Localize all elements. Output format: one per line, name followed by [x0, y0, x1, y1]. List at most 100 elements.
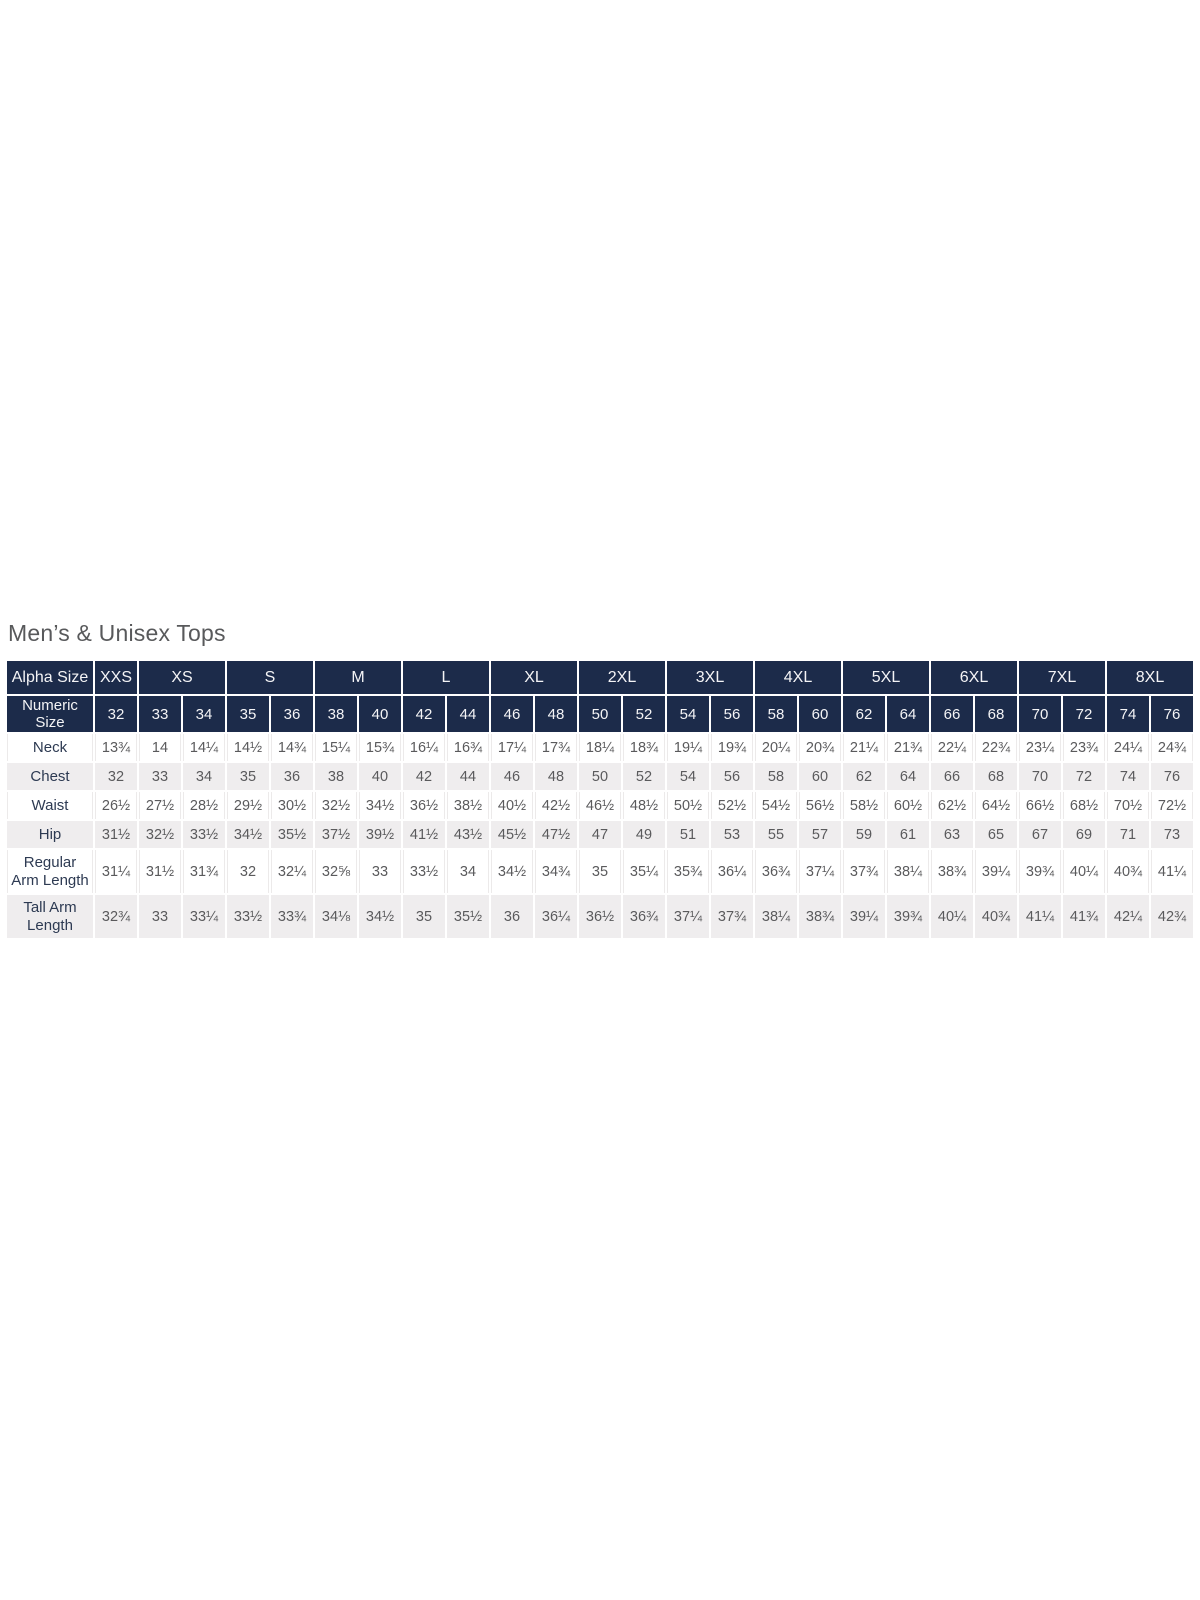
- measurement-value: 37¼: [799, 850, 841, 893]
- measurement-value: 24¾: [1151, 734, 1193, 761]
- alpha-size-group: L: [403, 661, 489, 694]
- measurement-value: 41¼: [1019, 895, 1061, 938]
- measurement-value: 72: [1063, 763, 1105, 790]
- measurement-value: 14¾: [271, 734, 313, 761]
- measurement-value: 36½: [579, 895, 621, 938]
- numeric-size: 50: [579, 696, 621, 732]
- measurement-value: 65: [975, 821, 1017, 848]
- measurement-value: 51: [667, 821, 709, 848]
- measurement-value: 31½: [95, 821, 137, 848]
- measurement-value: 52: [623, 763, 665, 790]
- measurement-value: 50: [579, 763, 621, 790]
- alpha-size-label: Alpha Size: [7, 661, 93, 694]
- numeric-size: 74: [1107, 696, 1149, 732]
- numeric-size: 52: [623, 696, 665, 732]
- measurement-value: 34½: [491, 850, 533, 893]
- measurement-value: 35: [403, 895, 445, 938]
- measurement-value: 63: [931, 821, 973, 848]
- measurement-value: 33½: [403, 850, 445, 893]
- row-label: Neck: [7, 734, 93, 761]
- measurement-value: 69: [1063, 821, 1105, 848]
- numeric-size-row: Numeric Size 32 33 34 35 36 38 40 42 44 46 48 50 52 54…: [7, 696, 1193, 732]
- measurement-value: 35¼: [623, 850, 665, 893]
- measurement-value: 45½: [491, 821, 533, 848]
- measurement-value: 42¼: [1107, 895, 1149, 938]
- numeric-size: 35: [227, 696, 269, 732]
- measurement-value: 40½: [491, 792, 533, 819]
- table-header: Alpha Size XXS XS S M L XL 2XL 3XL 4XL 5XL 6XL 7XL 8X…: [7, 661, 1193, 732]
- numeric-size: 36: [271, 696, 313, 732]
- measurement-row-tall-arm-length: Tall Arm Length 32¾ 33 33¼ 33½ 33¾ 34⅛ 34½ 35 35½…: [7, 895, 1193, 938]
- measurement-value: 36¼: [535, 895, 577, 938]
- chart-title: Men’s & Unisex Tops: [8, 620, 226, 646]
- measurement-value: 38½: [447, 792, 489, 819]
- measurement-value: 41¼: [1151, 850, 1193, 893]
- measurement-value: 24¼: [1107, 734, 1149, 761]
- measurement-value: 31½: [139, 850, 181, 893]
- measurement-value: 66: [931, 763, 973, 790]
- measurement-value: 42: [403, 763, 445, 790]
- measurement-value: 48: [535, 763, 577, 790]
- measurement-value: 16¼: [403, 734, 445, 761]
- row-label: Regular Arm Length: [7, 850, 93, 893]
- measurement-value: 49: [623, 821, 665, 848]
- measurement-value: 20¼: [755, 734, 797, 761]
- measurement-value: 39¾: [887, 895, 929, 938]
- measurement-value: 60: [799, 763, 841, 790]
- alpha-size-group: XXS: [95, 661, 137, 694]
- numeric-size: 70: [1019, 696, 1061, 732]
- measurement-value: 33¾: [271, 895, 313, 938]
- measurement-value: 70: [1019, 763, 1061, 790]
- numeric-size: 42: [403, 696, 445, 732]
- measurement-value: 16¾: [447, 734, 489, 761]
- alpha-size-group: 4XL: [755, 661, 841, 694]
- measurement-row-waist: Waist 26½ 27½ 28½ 29½ 30½ 32½ 34½ 36½ 38½ 40½ 42½ 46…: [7, 792, 1193, 819]
- alpha-size-group: 8XL: [1107, 661, 1193, 694]
- measurement-row-regular-arm-length: Regular Arm Length 31¼ 31½ 31¾ 32 32¼ 32⅝ 33 33½…: [7, 850, 1193, 893]
- measurement-value: 39¾: [1019, 850, 1061, 893]
- measurement-value: 58½: [843, 792, 885, 819]
- measurement-value: 14: [139, 734, 181, 761]
- table-body: Neck 13¾ 14 14¼ 14½ 14¾ 15¼ 15¾ 16¼ 16¾ 17¼ 17¾ 18¼ 1…: [7, 734, 1193, 938]
- measurement-value: 38¼: [755, 895, 797, 938]
- measurement-value: 34: [183, 763, 225, 790]
- measurement-value: 64½: [975, 792, 1017, 819]
- measurement-value: 17¼: [491, 734, 533, 761]
- alpha-size-group: XL: [491, 661, 577, 694]
- measurement-value: 40¾: [975, 895, 1017, 938]
- numeric-size: 33: [139, 696, 181, 732]
- measurement-value: 42½: [535, 792, 577, 819]
- measurement-value: 42¾: [1151, 895, 1193, 938]
- row-label: Hip: [7, 821, 93, 848]
- numeric-size: 34: [183, 696, 225, 732]
- alpha-size-group: 6XL: [931, 661, 1017, 694]
- measurement-value: 28½: [183, 792, 225, 819]
- measurement-value: 33½: [227, 895, 269, 938]
- measurement-value: 61: [887, 821, 929, 848]
- measurement-value: 23¾: [1063, 734, 1105, 761]
- size-chart-section: Men’s & Unisex Tops Alpha Size XXS XS S M L XL…: [5, 620, 1195, 940]
- alpha-size-group: S: [227, 661, 313, 694]
- numeric-size: 48: [535, 696, 577, 732]
- measurement-value: 40: [359, 763, 401, 790]
- measurement-value: 37½: [315, 821, 357, 848]
- measurement-value: 36½: [403, 792, 445, 819]
- measurement-value: 38¼: [887, 850, 929, 893]
- measurement-value: 36: [271, 763, 313, 790]
- numeric-size: 72: [1063, 696, 1105, 732]
- numeric-size: 44: [447, 696, 489, 732]
- numeric-size: 56: [711, 696, 753, 732]
- measurement-value: 33¼: [183, 895, 225, 938]
- measurement-value: 37¼: [667, 895, 709, 938]
- measurement-row-chest: Chest 32 33 34 35 36 38 40 42 44 46 48 50 52 54 56 58 60 6…: [7, 763, 1193, 790]
- measurement-value: 14½: [227, 734, 269, 761]
- measurement-value: 32: [227, 850, 269, 893]
- measurement-value: 76: [1151, 763, 1193, 790]
- measurement-value: 32½: [315, 792, 357, 819]
- measurement-value: 35: [227, 763, 269, 790]
- measurement-value: 21¾: [887, 734, 929, 761]
- measurement-value: 54½: [755, 792, 797, 819]
- measurement-value: 13¾: [95, 734, 137, 761]
- numeric-size: 32: [95, 696, 137, 732]
- measurement-value: 37¾: [711, 895, 753, 938]
